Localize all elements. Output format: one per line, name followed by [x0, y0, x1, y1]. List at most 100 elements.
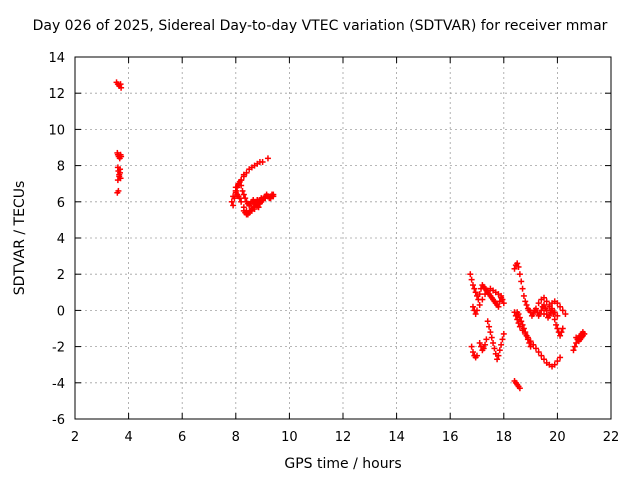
data-point — [476, 291, 483, 298]
data-point — [562, 311, 569, 318]
chart-title: Day 026 of 2025, Sidereal Day-to-day VTE… — [32, 18, 608, 34]
data-point — [530, 311, 537, 318]
data-point — [559, 325, 566, 332]
x-tick-label: 2 — [71, 430, 79, 445]
data-point — [551, 316, 558, 323]
x-tick-label: 22 — [603, 430, 620, 445]
data-point — [240, 171, 247, 178]
data-point — [516, 323, 523, 330]
data-point — [116, 173, 123, 180]
x-tick-label: 12 — [335, 430, 352, 445]
data-point — [476, 339, 483, 346]
data-point — [479, 296, 486, 303]
y-tick-label: 6 — [57, 196, 65, 211]
x-tick-label: 18 — [496, 430, 513, 445]
data-point — [491, 345, 498, 352]
data-point — [557, 303, 564, 310]
data-point — [118, 153, 125, 160]
axis-ticks: 2 4 6 8 10 12 14 16 18 20 22 -6 -4 -2 0 2 4 6 8 10 12 14 — [48, 51, 619, 445]
data-point — [519, 327, 526, 334]
data-point — [496, 347, 503, 354]
data-point — [259, 196, 266, 203]
data-point — [532, 305, 539, 312]
data-point — [487, 329, 494, 336]
data-point — [472, 289, 479, 296]
y-tick-label: 8 — [57, 160, 65, 175]
data-point — [546, 303, 553, 310]
data-point — [469, 303, 476, 310]
data-point — [482, 341, 489, 348]
data-point — [581, 330, 588, 337]
data-point — [571, 343, 578, 350]
data-point — [512, 312, 519, 319]
data-point — [511, 309, 518, 316]
y-tick-label: 14 — [48, 51, 65, 66]
data-point — [264, 155, 271, 162]
data-point — [554, 300, 561, 307]
data-point — [468, 276, 475, 283]
y-tick-label: -6 — [52, 413, 65, 428]
data-point — [519, 285, 526, 292]
data-point — [535, 349, 542, 356]
data-point — [256, 158, 263, 165]
data-point — [541, 356, 547, 363]
data-points — [113, 79, 588, 392]
data-point — [554, 312, 561, 319]
data-point — [246, 166, 253, 173]
data-point — [498, 294, 505, 301]
y-tick-label: 12 — [48, 87, 65, 102]
y-tick-label: 0 — [57, 304, 65, 319]
data-point — [488, 334, 495, 341]
data-point — [524, 334, 531, 341]
data-point — [469, 282, 476, 289]
data-point — [530, 341, 537, 348]
data-point — [516, 385, 523, 392]
data-point — [514, 316, 521, 323]
data-point — [551, 361, 558, 368]
data-point — [240, 191, 247, 198]
data-point — [115, 187, 122, 194]
data-point — [543, 307, 550, 314]
data-point — [495, 291, 502, 298]
data-point — [495, 303, 502, 310]
data-point — [228, 198, 235, 205]
y-tick-label: 2 — [57, 268, 65, 283]
x-axis-label: GPS time / hours — [284, 456, 402, 472]
data-point — [474, 307, 480, 314]
y-tick-label: -2 — [52, 341, 65, 356]
data-point — [553, 321, 560, 328]
y-axis-label: SDTVAR / TECUs — [12, 180, 28, 296]
data-point — [474, 352, 480, 359]
data-point — [117, 166, 124, 173]
data-point — [236, 195, 243, 202]
x-tick-label: 6 — [178, 430, 186, 445]
data-point — [500, 300, 507, 307]
grid-lines — [75, 57, 611, 419]
data-point — [114, 177, 121, 184]
data-point — [557, 332, 564, 339]
data-point — [469, 349, 476, 356]
data-point — [498, 341, 505, 348]
data-point — [118, 84, 125, 91]
x-tick-label: 14 — [388, 430, 405, 445]
data-point — [558, 329, 565, 336]
data-point — [538, 352, 545, 359]
data-point — [557, 354, 564, 361]
data-point — [472, 311, 479, 318]
data-point — [527, 338, 534, 345]
data-point — [515, 263, 522, 270]
data-point — [551, 309, 558, 316]
data-point — [494, 356, 501, 363]
data-point — [499, 336, 506, 343]
y-tick-label: 10 — [48, 123, 65, 138]
data-point — [559, 307, 566, 314]
data-point — [479, 347, 486, 354]
data-point — [238, 198, 245, 205]
data-point — [500, 330, 507, 337]
data-point — [239, 187, 246, 194]
data-point — [471, 285, 478, 292]
data-point — [514, 260, 521, 267]
x-tick-label: 8 — [232, 430, 240, 445]
data-point — [518, 278, 525, 285]
data-point — [483, 336, 490, 343]
